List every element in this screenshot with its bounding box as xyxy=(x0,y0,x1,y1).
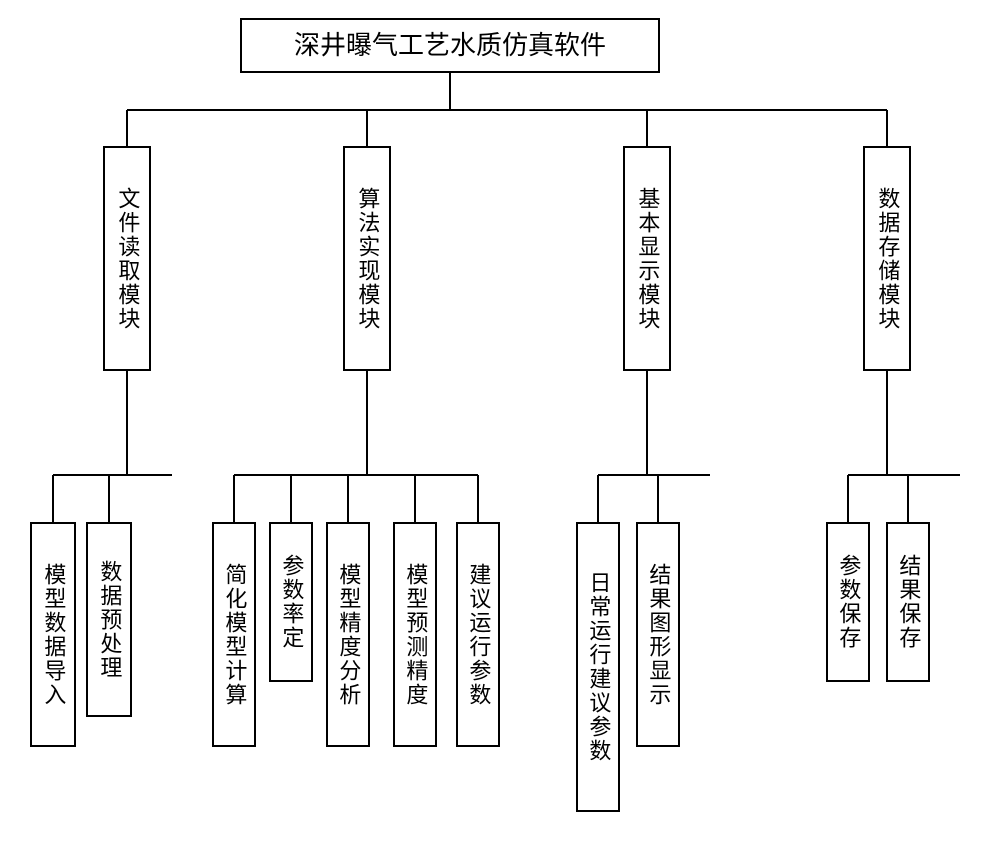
connector-lines xyxy=(0,0,1000,841)
module-basic-display: 基本显示模块 xyxy=(623,146,671,371)
leaf-model-pred-acc: 模型预测精度 xyxy=(393,522,437,747)
leaf-result-graph: 结果图形显示 xyxy=(636,522,680,747)
module-algo-impl: 算法实现模块 xyxy=(343,146,391,371)
module-data-storage: 数据存储模块 xyxy=(863,146,911,371)
leaf-model-import: 模型数据导入 xyxy=(30,522,76,747)
leaf-model-acc-ana: 模型精度分析 xyxy=(326,522,370,747)
leaf-daily-sugg-param: 日常运行建议参数 xyxy=(576,522,620,812)
tree-diagram: 深井曝气工艺水质仿真软件文件读取模块模型数据导入数据预处理 算法实现模块简化模型计… xyxy=(0,0,1000,841)
leaf-simp-model-calc: 简化模型计算 xyxy=(212,522,256,747)
leaf-data-preproc: 数据预处理 xyxy=(86,522,132,717)
module-file-read: 文件读取模块 xyxy=(103,146,151,371)
root-node: 深井曝气工艺水质仿真软件 xyxy=(240,18,660,73)
leaf-param-save: 参数保存 xyxy=(826,522,870,682)
leaf-result-save: 结果保存 xyxy=(886,522,930,682)
leaf-sugg-run-param: 建议运行参数 xyxy=(456,522,500,747)
leaf-param-calib: 参数率定 xyxy=(269,522,313,682)
